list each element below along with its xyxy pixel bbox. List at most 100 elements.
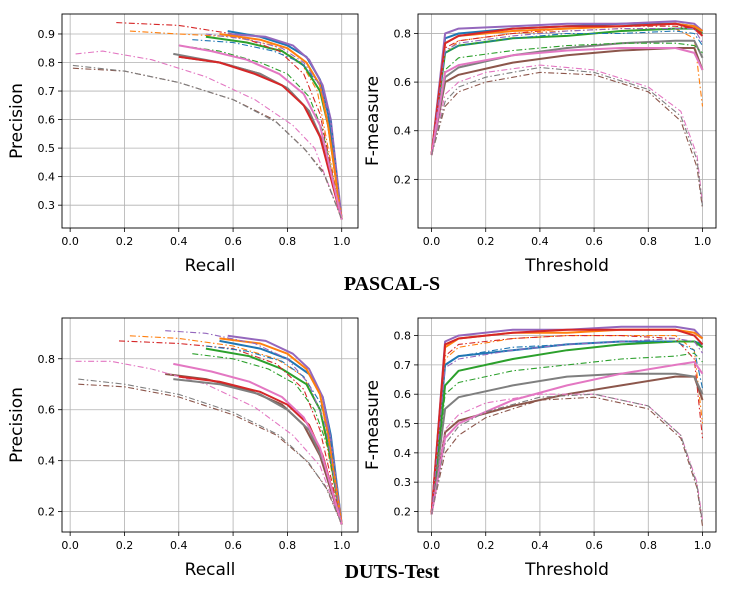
y-tick-label: 0.5 — [394, 418, 412, 431]
x-axis-label: Recall — [185, 256, 236, 276]
y-axis-label: F-measure — [363, 380, 383, 470]
x-tick-label: 0.6 — [585, 539, 603, 552]
series-line-11 — [430, 328, 704, 515]
plot-frame — [417, 13, 717, 229]
y-tick-label: 0.9 — [38, 28, 56, 41]
y-tick-label: 0.6 — [38, 114, 56, 127]
y-tick-label: 0.5 — [38, 142, 56, 155]
section-title-duts-test: DUTS-Test — [345, 561, 440, 583]
x-tick-label: 1.0 — [333, 539, 351, 552]
y-tick-label: 0.2 — [38, 506, 56, 519]
series-line-8 — [430, 39, 704, 156]
series-line-10 — [430, 30, 703, 156]
series-line-4 — [116, 22, 343, 220]
series-group — [430, 325, 704, 527]
x-axis-label: Threshold — [524, 560, 609, 580]
y-axis-label: Precision — [7, 83, 27, 159]
series-line-2 — [430, 335, 704, 515]
section-title-pascal-s: PASCAL-S — [344, 273, 440, 295]
series-line-13 — [165, 330, 343, 525]
y-tick-label: 0.3 — [38, 199, 56, 212]
x-tick-label: 0.2 — [116, 235, 134, 248]
series-group — [75, 330, 343, 525]
x-tick-label: 0.0 — [423, 235, 441, 248]
y-tick-label: 0.4 — [38, 171, 56, 184]
series-line-2 — [129, 30, 343, 220]
series-line-4 — [118, 340, 343, 525]
series-line-9 — [178, 44, 343, 220]
series-line-12 — [178, 55, 343, 220]
x-tick-label: 0.4 — [531, 235, 549, 248]
x-tick-label: 0.8 — [279, 235, 297, 248]
series-line-15 — [430, 47, 704, 156]
series-line-14 — [430, 396, 704, 527]
series-line-3 — [205, 347, 343, 525]
series-line-6 — [165, 373, 343, 525]
series-line-16 — [72, 64, 343, 220]
series-line-15 — [178, 44, 343, 220]
x-tick-label: 0.2 — [477, 539, 495, 552]
x-tick-label: 0.6 — [224, 235, 242, 248]
series-line-9 — [430, 42, 703, 156]
series-line-9 — [192, 353, 343, 525]
y-axis-label: Precision — [7, 387, 27, 463]
series-line-13 — [430, 28, 703, 156]
series-line-13 — [205, 33, 343, 220]
x-tick-label: 0.2 — [116, 539, 134, 552]
x-tick-label: 0.0 — [61, 235, 79, 248]
x-axis-label: Threshold — [524, 256, 609, 276]
chart-panel-4: 0.0 0.2 0.4 0.6 0.8 1.0 0.2 0.3 0.4 0.5 0.6 0.7 0.8 T… — [363, 317, 717, 580]
plot-frame — [61, 13, 359, 229]
y-tick-label: 0.7 — [394, 359, 412, 372]
series-line-12 — [430, 328, 704, 515]
chart-panel-3: 0.0 0.2 0.4 0.6 0.8 1.0 0.2 0.4 0.6 0.8 Recall Prec… — [7, 317, 359, 580]
x-tick-label: 1.0 — [694, 539, 712, 552]
series-line-7 — [430, 393, 704, 521]
series-line-16 — [78, 378, 343, 525]
x-tick-label: 0.8 — [640, 539, 658, 552]
y-tick-label: 0.4 — [38, 455, 56, 468]
series-line-10 — [430, 340, 704, 515]
series-line-10 — [205, 345, 343, 525]
x-tick-label: 0.2 — [477, 235, 495, 248]
series-line-10 — [192, 39, 343, 220]
x-tick-label: 0.0 — [61, 539, 79, 552]
y-tick-label: 0.2 — [394, 505, 412, 518]
y-tick-label: 0.3 — [394, 476, 412, 489]
y-tick-label: 0.8 — [394, 27, 412, 40]
x-tick-label: 1.0 — [694, 235, 712, 248]
series-line-4 — [430, 335, 704, 515]
y-tick-label: 0.2 — [394, 173, 412, 186]
x-tick-label: 0.6 — [585, 235, 603, 248]
series-line-16 — [430, 66, 704, 207]
x-tick-label: 0.4 — [170, 235, 188, 248]
series-line-7 — [430, 64, 704, 204]
series-line-7 — [75, 50, 343, 220]
y-tick-label: 0.4 — [394, 447, 412, 460]
series-line-8 — [173, 378, 343, 525]
series-line-12 — [430, 22, 704, 156]
plot-frame — [417, 317, 717, 533]
x-tick-label: 0.6 — [224, 539, 242, 552]
y-tick-label: 0.7 — [38, 85, 56, 98]
plot-frame — [61, 317, 359, 533]
series-line-14 — [72, 67, 343, 220]
series-line-11 — [219, 337, 343, 525]
x-tick-label: 1.0 — [333, 235, 351, 248]
chart-panel-2: 0.0 0.2 0.4 0.6 0.8 1.0 0.2 0.4 0.6 0.8 Threshold F… — [363, 13, 717, 276]
series-line-15 — [173, 362, 343, 525]
series-line-15 — [430, 361, 704, 515]
series-line-14 — [78, 383, 343, 525]
x-tick-label: 0.4 — [531, 539, 549, 552]
y-tick-label: 0.8 — [394, 330, 412, 343]
x-tick-label: 0.8 — [640, 235, 658, 248]
y-tick-label: 0.8 — [38, 57, 56, 70]
series-line-8 — [430, 372, 704, 515]
y-tick-label: 0.4 — [394, 125, 412, 138]
y-tick-label: 0.6 — [394, 388, 412, 401]
series-line-14 — [430, 71, 704, 209]
series-line-5 — [430, 20, 704, 156]
series-line-7 — [75, 360, 343, 525]
x-tick-label: 0.8 — [279, 539, 297, 552]
